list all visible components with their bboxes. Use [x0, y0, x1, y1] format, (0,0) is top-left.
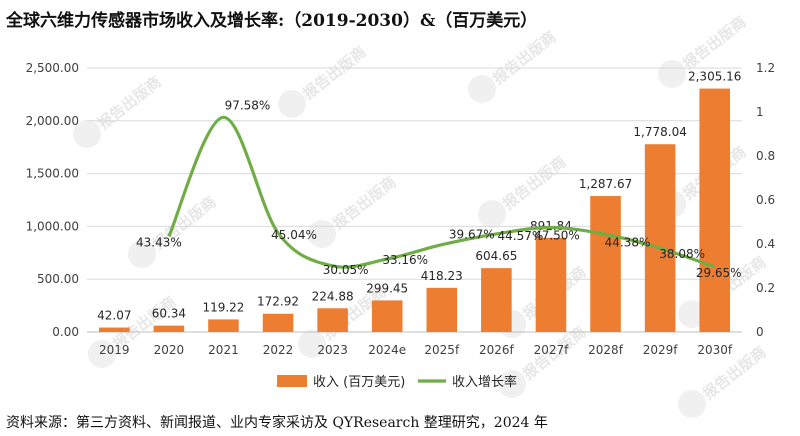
watermark-text: 报告出版商	[489, 28, 559, 88]
watermark-badge	[498, 370, 526, 398]
bar-value-label: 119.22	[202, 300, 244, 314]
bar-value-label: 172.92	[257, 295, 299, 309]
x-tick-label: 2029f	[643, 343, 679, 357]
x-tick-label: 2027f	[534, 343, 570, 357]
legend-label-bar: 收入 (百万美元)	[313, 375, 405, 390]
left-axis-ticks: 0.00 500.00 1,000.00 1,500.00 2,000.00 2,500.…	[26, 61, 79, 339]
left-tick-label: 500.00	[37, 272, 79, 286]
x-axis-ticks: 2019 2020 2021 2022 2023 2024e 2025f 2026f 2027f…	[99, 343, 733, 357]
x-tick-label: 2022	[263, 343, 294, 357]
bar-value-label: 2,305.16	[688, 70, 741, 84]
watermark-badge	[278, 90, 306, 118]
bar-value-labels: 42.07 60.34 119.22 172.92 224.88 299.45 418.23…	[97, 70, 741, 323]
watermark-text: 报告出版商	[94, 73, 164, 133]
bar	[153, 325, 185, 332]
bar	[99, 327, 130, 332]
source-note: 资料来源：第三方资料、新闻报道、业内专家采访及 QYResearch 整理研究，…	[6, 415, 548, 431]
left-tick-label: 1,000.00	[26, 219, 79, 233]
growth-rate-label: 29.65%	[696, 266, 742, 280]
growth-rate-label: 30.05%	[323, 263, 369, 277]
x-tick-label: 2030f	[697, 343, 733, 357]
watermark-badge	[478, 200, 506, 228]
right-tick-label: 0.4	[756, 237, 775, 251]
x-tick-label: 2020	[154, 343, 185, 357]
legend-swatch-bar	[277, 375, 307, 387]
growth-rate-label: 39.67%	[449, 228, 495, 242]
watermark-text: 报告出版商	[679, 13, 749, 73]
watermark-badge	[308, 220, 336, 248]
bar-value-label: 42.07	[97, 309, 131, 323]
bar	[590, 196, 621, 332]
legend-label-line: 收入增长率	[452, 374, 517, 390]
growth-rate-labels: 43.43% 97.58% 45.04% 30.05% 33.16% 39.67% 44.5…	[136, 98, 742, 279]
left-tick-label: 1,500.00	[26, 167, 79, 181]
growth-rate-label: 47.50%	[534, 229, 580, 243]
left-tick-label: 2,000.00	[26, 114, 79, 128]
watermark-badge	[73, 120, 101, 148]
right-tick-label: 1.2	[756, 61, 775, 75]
watermark-badge	[678, 300, 706, 328]
chart-title: 全球六维力传感器市场收入及增长率:（2019-2030）&（百万美元）	[6, 11, 538, 31]
x-tick-label: 2023	[317, 343, 348, 357]
watermark-badge	[88, 340, 116, 368]
x-tick-label: 2025f	[424, 343, 460, 357]
watermark-text: 报告出版商	[499, 153, 569, 213]
bar-value-label: 1,287.67	[579, 177, 632, 191]
right-tick-label: 0.8	[756, 149, 775, 163]
growth-rate-label: 97.58%	[225, 98, 271, 112]
watermark-badge	[678, 390, 706, 418]
bar	[208, 319, 239, 332]
left-tick-label: 2,500.00	[26, 61, 79, 75]
right-tick-label: 0	[756, 325, 764, 339]
bar-value-label: 60.34	[152, 307, 186, 321]
watermark-badge	[128, 240, 156, 268]
bar	[481, 268, 512, 332]
x-tick-label: 2026f	[479, 343, 515, 357]
right-tick-label: 0.2	[756, 281, 775, 295]
growth-line-series	[167, 115, 716, 269]
bar	[644, 144, 676, 332]
right-axis-ticks: 0 0.2 0.4 0.6 0.8 1 1.2	[756, 61, 775, 339]
growth-rate-label: 45.04%	[271, 228, 317, 242]
growth-rate-label: 38.08%	[659, 247, 705, 261]
bar-value-label: 418.23	[421, 269, 463, 283]
bar	[317, 308, 348, 332]
right-tick-label: 1	[756, 105, 764, 119]
bar-value-label: 1,778.04	[633, 125, 686, 139]
watermark-text: 报告出版商	[329, 173, 399, 233]
bar-value-label: 299.45	[366, 281, 408, 295]
watermark-badge	[468, 75, 496, 103]
bar-series	[99, 88, 730, 332]
growth-rate-label: 43.43%	[136, 235, 182, 249]
x-tick-label: 2024e	[368, 343, 406, 357]
watermark-text: 报告出版商	[299, 43, 369, 103]
x-tick-label: 2021	[208, 343, 239, 357]
right-tick-label: 0.6	[756, 193, 775, 207]
x-tick-label: 2019	[99, 343, 130, 357]
watermark-badge	[298, 330, 326, 358]
bar	[426, 287, 458, 332]
growth-rate-label: 44.57%	[497, 229, 543, 243]
bar	[699, 88, 730, 332]
growth-rate-label: 44.38%	[605, 235, 651, 249]
x-tick-label: 2028f	[588, 343, 624, 357]
bar	[262, 313, 294, 332]
bar	[535, 237, 567, 332]
legend: 收入 (百万美元) 收入增长率	[277, 374, 517, 390]
watermark-badge	[658, 60, 686, 88]
growth-line	[167, 115, 716, 269]
growth-rate-label: 33.16%	[382, 253, 428, 267]
bar	[371, 300, 403, 332]
bar-value-label: 604.65	[475, 249, 517, 263]
left-tick-label: 0.00	[52, 325, 79, 339]
grid-lines	[87, 67, 742, 333]
bar-value-label: 224.88	[312, 289, 354, 303]
